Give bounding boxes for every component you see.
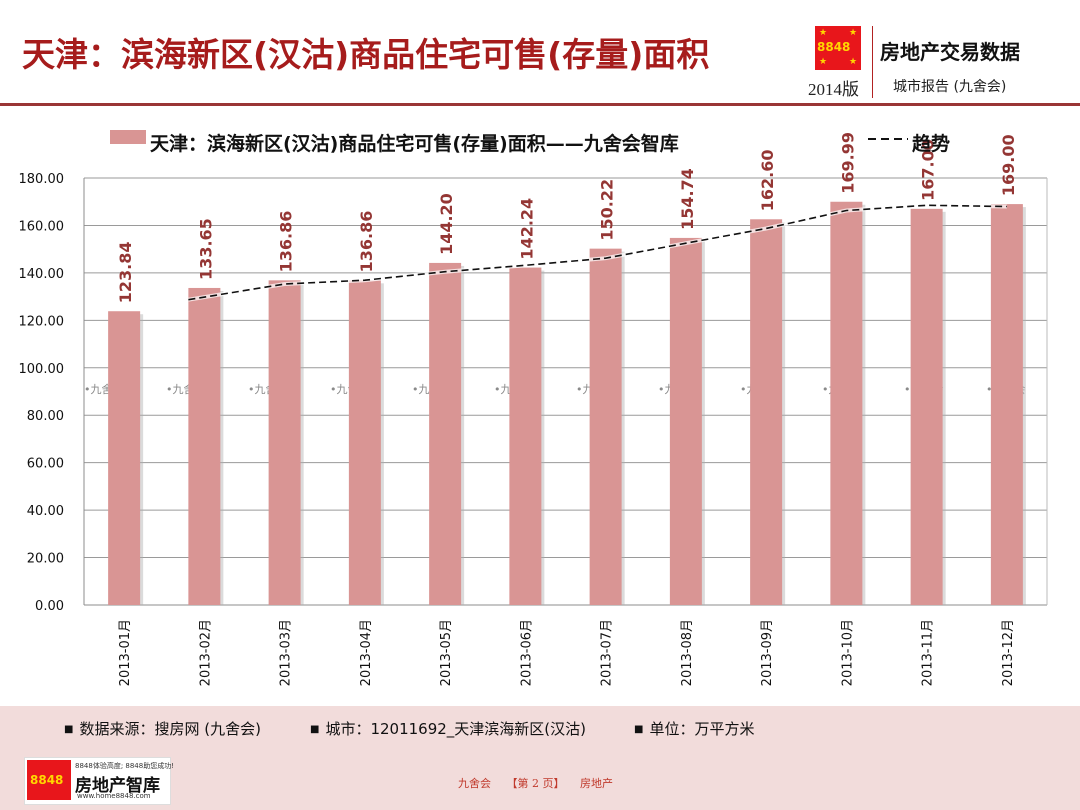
x-tick-label: 2013-10月 — [840, 619, 855, 686]
data-label: 150.22 — [598, 179, 617, 241]
y-tick-label: 120.00 — [19, 314, 65, 329]
page-right-text: 房地产 — [580, 777, 613, 790]
x-tick-label: 2013-02月 — [198, 619, 213, 686]
y-tick-label: 160.00 — [19, 219, 65, 234]
bar — [108, 311, 141, 605]
grid-lines — [83, 177, 1048, 606]
legend-label-series: 天津：滨海新区(汉沽)商品住宅可售(存量)面积——九舍会智库 — [150, 132, 679, 155]
trend-line-path — [188, 204, 1007, 301]
watermark-band: •九舍会•九舍会•九舍会•九舍会•九舍会•九舍会•九舍会•九舍会•九舍会•九舍会… — [84, 382, 1026, 396]
bar — [268, 280, 301, 605]
data-label: 167.00 — [919, 139, 938, 201]
data-label: 169.00 — [999, 134, 1018, 196]
data-labels: 123.84 133.65 136.86 136.86 144.20 142.24 150.… — [116, 132, 1018, 303]
footer-logo: 8848 8848体验高度; 8848助您成功! 房地产智库 www.home8… — [24, 757, 175, 805]
star-icon: ★ — [849, 57, 858, 67]
footer-band — [0, 706, 1080, 810]
y-tick-label: 180.00 — [19, 172, 65, 187]
x-tick-label: 2013-01月 — [118, 619, 133, 686]
footer-logo-number: 8848 — [30, 773, 64, 787]
page-number: 【第 2 页】 — [506, 777, 565, 790]
logo-number: 8848 — [817, 40, 851, 54]
x-tick-label: 2013-04月 — [359, 619, 374, 686]
x-tick-label: 2013-05月 — [439, 619, 454, 686]
footer-logo-mark: 8848 — [27, 760, 71, 800]
y-tick-label: 140.00 — [19, 267, 65, 282]
x-tick-label: 2013-08月 — [680, 619, 695, 686]
y-tick-label: 40.00 — [27, 504, 64, 519]
y-tick-label: 100.00 — [19, 362, 65, 377]
data-label: 123.84 — [116, 241, 135, 303]
x-axis-ticks: 2013-01月 2013-02月 2013-03月 2013-04月 2013-05月… — [118, 619, 1016, 686]
x-tick-label: 2013-12月 — [1001, 619, 1016, 686]
bar — [990, 204, 1023, 605]
y-axis-ticks: 0.00 20.00 40.00 60.00 80.00 100.00 120.00 140.… — [19, 172, 65, 614]
footer-logo-tagline: 8848体验高度; 8848助您成功! — [75, 762, 175, 770]
data-label: 154.74 — [678, 168, 697, 230]
x-tick-label: 2013-11月 — [921, 619, 936, 686]
footer-logo-url: www.home8848.com — [77, 792, 151, 800]
meta-unit-text: 单位：万平方米 — [649, 720, 755, 738]
x-tick-label: 2013-06月 — [519, 619, 534, 686]
data-label: 142.24 — [517, 198, 536, 260]
bar — [509, 267, 542, 605]
star-icon: ★ — [819, 57, 828, 67]
brand-subtitle: 城市报告 (九舍会) — [893, 79, 1007, 95]
meta-city: ■ 城市：12011692_天津滨海新区(汉沽) — [310, 720, 587, 738]
y-tick-label: 0.00 — [35, 599, 64, 614]
star-icon: ★ — [849, 28, 858, 38]
data-label: 162.60 — [758, 150, 777, 212]
y-tick-label: 20.00 — [27, 552, 64, 567]
brand-logo: ★ ★ 8848 ★ ★ — [815, 26, 861, 70]
data-label: 133.65 — [196, 218, 215, 280]
bar — [750, 219, 783, 605]
brand-title: 房地产交易数据 — [880, 40, 1020, 64]
trend-line — [188, 203, 1007, 302]
edition-year: 2014版 — [808, 80, 859, 99]
bar — [669, 237, 702, 605]
bar — [429, 262, 462, 605]
bar-chart: 0.00 20.00 40.00 60.00 80.00 100.00 120.00 140.… — [19, 130, 1048, 686]
legend-swatch-bars — [110, 130, 146, 144]
data-label: 169.99 — [838, 132, 857, 194]
meta-city-text: 城市：12011692_天津滨海新区(汉沽) — [325, 720, 587, 738]
meta-source: ■ 数据来源：搜房网 (九舍会) — [64, 720, 261, 738]
footer-logo-name: 房地产智库 — [75, 776, 160, 796]
page-title: 天津：滨海新区(汉沽)商品住宅可售(存量)面积 — [22, 35, 710, 74]
legend-label-trend: 趋势 — [912, 132, 950, 155]
header-divider — [872, 26, 873, 98]
x-tick-label: 2013-09月 — [760, 619, 775, 686]
page-left-text: 九舍会 — [458, 777, 491, 790]
meta-source-text: 数据来源：搜房网 (九舍会) — [79, 720, 261, 738]
x-tick-label: 2013-07月 — [600, 619, 615, 686]
legend: 天津：滨海新区(汉沽)商品住宅可售(存量)面积——九舍会智库 趋势 — [110, 130, 950, 155]
bar — [348, 280, 381, 605]
data-label: 136.86 — [277, 211, 296, 273]
data-label: 144.20 — [437, 193, 456, 255]
bar — [830, 201, 863, 605]
x-tick-label: 2013-03月 — [279, 619, 294, 686]
y-tick-label: 60.00 — [27, 457, 64, 472]
data-label: 136.86 — [357, 211, 376, 273]
y-tick-label: 80.00 — [27, 409, 64, 424]
bar — [188, 287, 221, 605]
meta-unit: ■ 单位：万平方米 — [634, 720, 755, 738]
star-icon: ★ — [819, 28, 828, 38]
header-rule — [0, 103, 1080, 106]
bar — [589, 248, 622, 605]
page-indicator: 九舍会 【第 2 页】 房地产 — [452, 775, 619, 791]
bar — [910, 208, 943, 605]
bars — [108, 201, 1026, 605]
